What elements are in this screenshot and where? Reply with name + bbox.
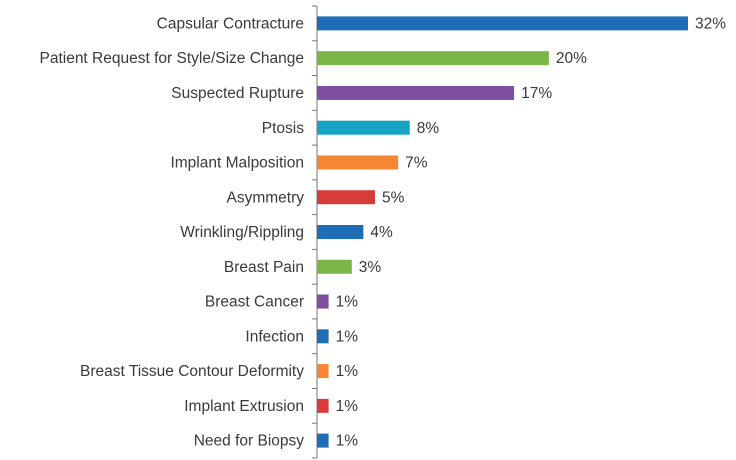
data-label: 1% bbox=[336, 294, 359, 311]
y-tick-label: Need for Biopsy bbox=[194, 433, 305, 450]
bar bbox=[317, 51, 549, 66]
data-label: 20% bbox=[556, 50, 587, 67]
bar bbox=[317, 294, 329, 309]
y-tick-label: Suspected Rupture bbox=[171, 85, 304, 102]
data-label: 1% bbox=[336, 363, 359, 380]
y-tick-label: Capsular Contracture bbox=[157, 15, 304, 32]
y-tick-label: Infection bbox=[245, 328, 304, 345]
y-tick-label: Implant Malposition bbox=[170, 155, 304, 172]
data-label: 4% bbox=[370, 224, 393, 241]
y-tick-label: Implant Extrusion bbox=[184, 398, 304, 415]
bar bbox=[317, 16, 688, 31]
bar bbox=[317, 398, 329, 413]
y-tick-label: Ptosis bbox=[262, 120, 304, 137]
data-label: 1% bbox=[336, 328, 359, 345]
y-tick-label: Patient Request for Style/Size Change bbox=[39, 50, 304, 67]
y-tick-label: Breast Cancer bbox=[205, 294, 304, 311]
data-label: 8% bbox=[417, 120, 440, 137]
bar bbox=[317, 155, 399, 170]
y-tick-label: Wrinkling/Rippling bbox=[180, 224, 304, 241]
data-label: 32% bbox=[695, 15, 726, 32]
y-tick-label: Asymmetry bbox=[227, 189, 305, 206]
data-label: 7% bbox=[405, 155, 428, 172]
bar bbox=[317, 433, 329, 448]
bar bbox=[317, 190, 375, 205]
bar bbox=[317, 259, 352, 274]
y-tick-label: Breast Pain bbox=[224, 259, 304, 276]
bar bbox=[317, 85, 515, 100]
data-label: 17% bbox=[521, 85, 552, 102]
bar bbox=[317, 225, 364, 239]
data-label: 3% bbox=[359, 259, 382, 276]
data-label: 1% bbox=[336, 398, 359, 415]
data-label: 5% bbox=[382, 189, 405, 206]
bar bbox=[317, 364, 329, 379]
bar bbox=[317, 120, 410, 135]
data-label: 1% bbox=[336, 433, 359, 450]
bar bbox=[317, 329, 329, 344]
y-tick-label: Breast Tissue Contour Deformity bbox=[80, 363, 304, 380]
